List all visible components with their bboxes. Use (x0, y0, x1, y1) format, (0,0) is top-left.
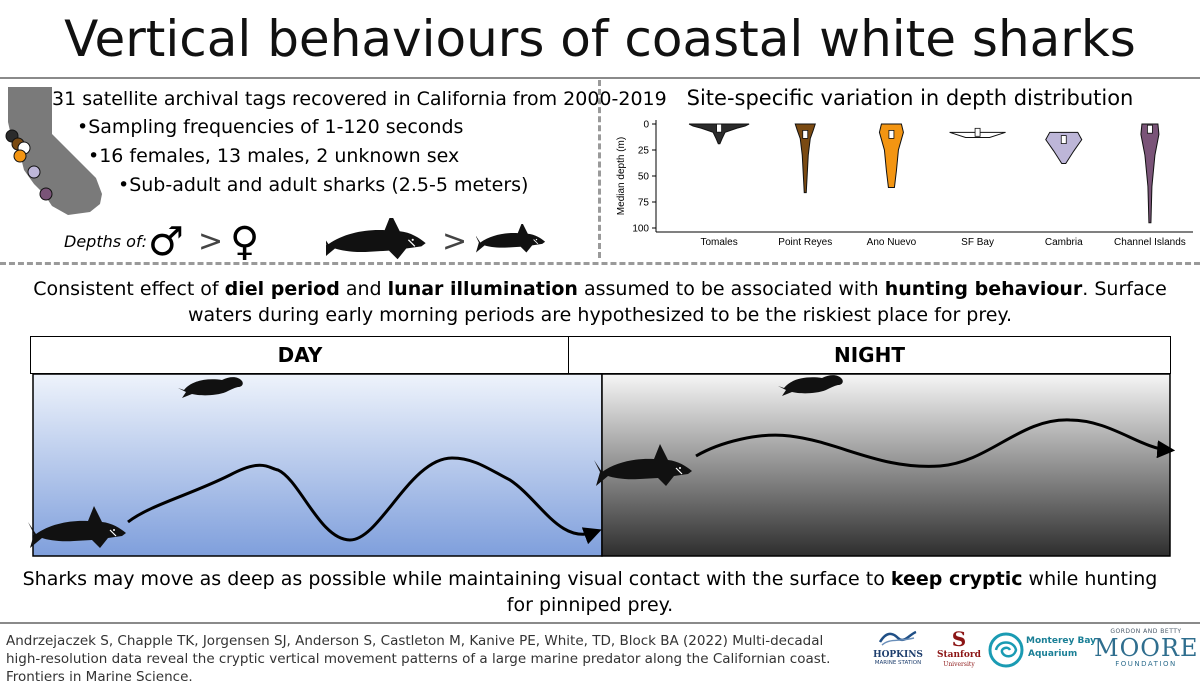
emphasis-diel-period: diel period (224, 278, 340, 300)
title-divider (0, 77, 1200, 79)
y-axis-label: Median depth (m) (616, 137, 627, 215)
depths-label: Depths of: (64, 232, 147, 251)
violin-median-box (974, 127, 981, 137)
aquarium-logo-line2: Aquarium (1028, 649, 1078, 659)
map-site-marker (39, 187, 53, 201)
violin-chart-title: Site-specific variation in depth distrib… (686, 86, 1134, 110)
violin-tomales (688, 123, 750, 145)
night-banner: NIGHT (568, 336, 1171, 374)
bullet-size: •Sub-adult and adult sharks (2.5-5 meter… (118, 174, 529, 196)
map-site-marker (13, 149, 27, 163)
bullet-sex: •16 females, 13 males, 2 unknown sex (88, 145, 460, 167)
hopkins-logo-subtext: MARINE STATION (874, 660, 922, 666)
violin-chart: 0 25 50 75 100 Median depth (m) Tomales Point R… (616, 120, 1193, 248)
y-tick-label: 25 (638, 146, 650, 157)
violin-median-box (1147, 124, 1153, 134)
y-tick-label: 50 (638, 172, 650, 183)
violin-cambria (1045, 131, 1083, 165)
violin-median-box (888, 129, 895, 139)
y-tick-label: 100 (632, 224, 649, 235)
moore-logo-main-text: MOORE (1094, 634, 1199, 662)
greater-than-sex: > (198, 224, 224, 259)
section-divider-horizontal (0, 262, 1200, 265)
night-panel (601, 373, 1171, 557)
california-map-icon (5, 87, 102, 215)
conclusion-text: Sharks may move as deep as possible whil… (22, 568, 1158, 616)
violin-median-box (716, 123, 722, 133)
x-tick-label: Point Reyes (778, 237, 832, 248)
day-banner: DAY (30, 336, 570, 374)
monterey-bay-aquarium-logo: Monterey Bay Aquarium (988, 630, 1096, 670)
night-dive-path (695, 418, 1176, 468)
x-tick-label: SF Bay (961, 237, 994, 248)
stanford-s-icon: S (951, 627, 967, 651)
page-title: Vertical behaviours of coastal white sha… (64, 10, 1136, 68)
violin-point-reyes (794, 123, 816, 194)
moore-logo-bottom-text: FOUNDATION (1115, 660, 1177, 668)
map-site-marker (27, 165, 41, 179)
y-tick-label: 0 (643, 120, 649, 131)
day-dive-path (127, 456, 602, 545)
aquarium-swirl-icon (988, 632, 1024, 668)
bullet-sampling: •Sampling frequencies of 1-120 seconds (77, 116, 464, 138)
moore-logo-top-text: GORDON AND BETTY (1110, 628, 1182, 635)
violin-median-box (1060, 135, 1067, 145)
x-tick-label: Tomales (700, 237, 737, 248)
aquarium-logo-line1: Monterey Bay (1026, 636, 1097, 646)
violin-ano-nuevo (878, 123, 904, 188)
x-tick-label: Ano Nuevo (867, 237, 917, 248)
stanford-logo: S Stanford University (934, 628, 984, 672)
male-symbol: ♂ (148, 219, 184, 265)
hopkins-logo: HOPKINS MARINE STATION (866, 628, 930, 672)
bullet-tags: 31 satellite archival tags recovered in … (52, 88, 667, 110)
day-panel (32, 373, 603, 557)
x-tick-label: Channel Islands (1114, 237, 1186, 248)
violin-channel-islands (1140, 123, 1160, 224)
emphasis-keep-cryptic: keep cryptic (890, 568, 1023, 590)
footer-divider (0, 622, 1200, 624)
greater-than-size: > (442, 224, 468, 259)
section-divider-vertical (598, 80, 601, 258)
emphasis-lunar-illumination: lunar illumination (387, 278, 578, 300)
stanford-logo-subtext: University (943, 661, 975, 668)
moore-foundation-logo: GORDON AND BETTY MOORE FOUNDATION (1094, 628, 1198, 672)
hopkins-wave-icon (878, 630, 917, 646)
hopkins-logo-text: HOPKINS (873, 650, 923, 660)
female-symbol: ♀ (230, 219, 260, 265)
emphasis-hunting-behaviour: hunting behaviour (884, 278, 1083, 300)
stanford-logo-text: Stanford (937, 650, 981, 660)
x-tick-label: Cambria (1045, 237, 1083, 248)
y-tick-label: 75 (638, 198, 650, 209)
citation: Andrzejaczek S, Chapple TK, Jorgensen SJ… (6, 633, 831, 685)
finding-text: Consistent effect of diel period and lun… (33, 278, 1167, 326)
violin-median-box (802, 129, 809, 139)
